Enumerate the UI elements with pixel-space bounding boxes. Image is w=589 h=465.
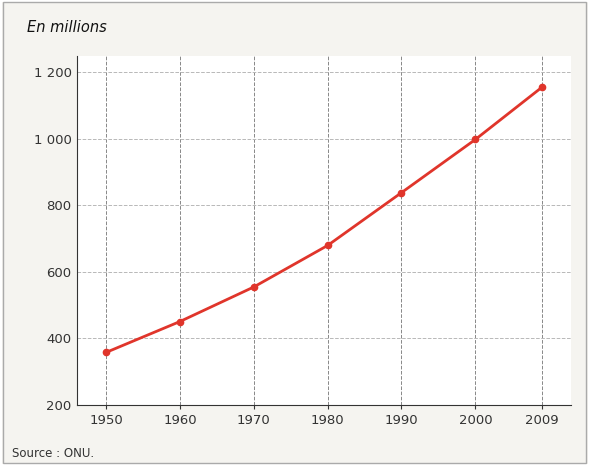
Text: Source : ONU.: Source : ONU.	[12, 447, 94, 460]
Text: En millions: En millions	[27, 20, 107, 35]
